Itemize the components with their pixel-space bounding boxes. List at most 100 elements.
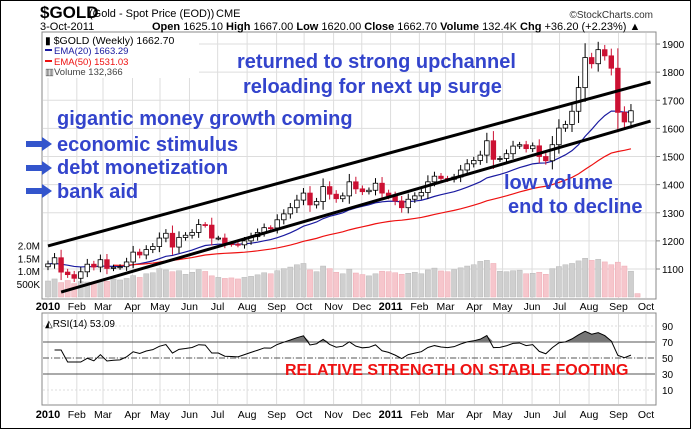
volume-bar — [536, 271, 543, 298]
volume-bar — [267, 273, 274, 298]
volume-bar — [529, 273, 536, 298]
candle-body — [438, 175, 444, 179]
volume-bar — [575, 260, 582, 298]
x-tick-label-rsi: 2011 — [379, 409, 403, 421]
volume-bar — [556, 266, 562, 298]
volume-bar — [503, 271, 510, 298]
price-tick-label: 1200 — [662, 237, 685, 248]
candle-body — [503, 153, 510, 159]
x-tick-label: Jul — [211, 301, 224, 313]
candle-body — [58, 257, 64, 273]
volume-bar — [588, 260, 595, 298]
candle-body — [516, 144, 523, 147]
x-tick-label: May — [150, 301, 171, 313]
volume-bar — [195, 269, 202, 298]
volume-bar — [634, 293, 641, 298]
volume-bar — [136, 277, 143, 298]
candle-body — [281, 213, 287, 221]
candle-body — [274, 219, 280, 229]
rsi-caption: RELATIVE STRENGTH ON STABLE FOOTING — [285, 362, 628, 379]
candle-body — [97, 259, 104, 268]
volume-bar — [339, 273, 346, 298]
candle-body — [104, 259, 110, 269]
ema20-line — [47, 110, 631, 268]
candle-body — [150, 246, 156, 250]
volume-bar — [490, 263, 497, 298]
candle-body — [45, 263, 51, 268]
candle-body — [562, 124, 569, 129]
volume-bar — [366, 275, 372, 298]
volume-bar — [464, 265, 471, 298]
x-tick-label-rsi: Sep — [609, 409, 628, 421]
volume-bar — [300, 263, 307, 298]
volume-bar — [562, 264, 569, 298]
volume-bar — [372, 273, 379, 298]
annotation-line5: end to decline — [508, 196, 642, 218]
x-tick-label-rsi: Mar — [437, 409, 456, 421]
volume-bar — [104, 281, 110, 298]
candle-body — [575, 87, 582, 112]
volume-bar — [84, 281, 91, 298]
x-tick-label-rsi: May — [150, 409, 171, 421]
volume-bar — [346, 268, 353, 298]
candle-body — [621, 111, 628, 123]
volume-bar — [392, 272, 398, 298]
volume-bar — [307, 269, 313, 298]
volume-bar — [549, 268, 556, 298]
volume-bar — [569, 263, 575, 298]
volume-bar — [438, 270, 444, 298]
volume-bar — [58, 282, 64, 298]
volume-tick-label: 1.0M — [18, 267, 40, 278]
annotation-line1: returned to strong upchannel — [237, 51, 516, 73]
candle-body — [602, 49, 608, 57]
candle-body — [608, 55, 614, 69]
volume-bar — [425, 269, 431, 298]
candle-body — [543, 156, 549, 162]
candle-body — [195, 224, 202, 233]
candle-body — [477, 154, 483, 161]
candle-body — [182, 234, 189, 238]
rsi-tick-label: 10 — [662, 386, 674, 397]
annotation-bullet2: debt monetization — [57, 157, 228, 179]
volume-bar — [510, 270, 516, 298]
x-tick-label: 2011 — [379, 301, 403, 313]
candle-body — [215, 237, 221, 240]
rsi-tick-label: 90 — [662, 322, 674, 333]
x-tick-label: Mar — [94, 301, 113, 313]
volume-bar — [91, 282, 97, 298]
volume-bar — [130, 275, 137, 298]
candle-body — [176, 237, 182, 248]
candle-body — [130, 251, 136, 263]
arrow-icon — [26, 137, 52, 151]
volume-bar — [51, 278, 58, 298]
legend-ema20: EMA(20) 1663.29 — [54, 46, 128, 57]
x-tick-label: Apr — [124, 301, 141, 313]
volume-bar — [359, 274, 366, 298]
candle-body — [484, 140, 490, 156]
volume-bar — [405, 273, 412, 298]
candle-body — [294, 199, 300, 209]
rsi-panel-border — [41, 312, 657, 406]
annotation-bullet3: bank aid — [57, 181, 138, 203]
candle-body — [300, 192, 307, 201]
volume-bar — [176, 270, 182, 298]
candle-body — [333, 193, 339, 200]
candle-body — [464, 163, 470, 171]
quote-date: 3-Oct-2011 — [40, 21, 94, 33]
volume-bar — [313, 271, 320, 298]
legend-volume: ▥Volume 132,366 — [45, 67, 123, 78]
volume-bar — [169, 271, 176, 298]
candle-body — [91, 263, 97, 268]
volume-bar — [143, 273, 150, 298]
candle-body — [241, 240, 248, 246]
legend-rsi: ◭RSI(14) 53.09 — [45, 319, 115, 330]
volume-tick-label: 1.5M — [18, 254, 40, 265]
candle-body — [117, 266, 123, 269]
volume-bar — [595, 259, 602, 298]
candle-body — [372, 182, 379, 191]
arrow-icon — [26, 161, 52, 175]
candle-body — [431, 175, 438, 183]
candle-body — [326, 186, 333, 195]
ema50-line — [113, 148, 632, 266]
x-tick-label: Jun — [181, 301, 198, 313]
